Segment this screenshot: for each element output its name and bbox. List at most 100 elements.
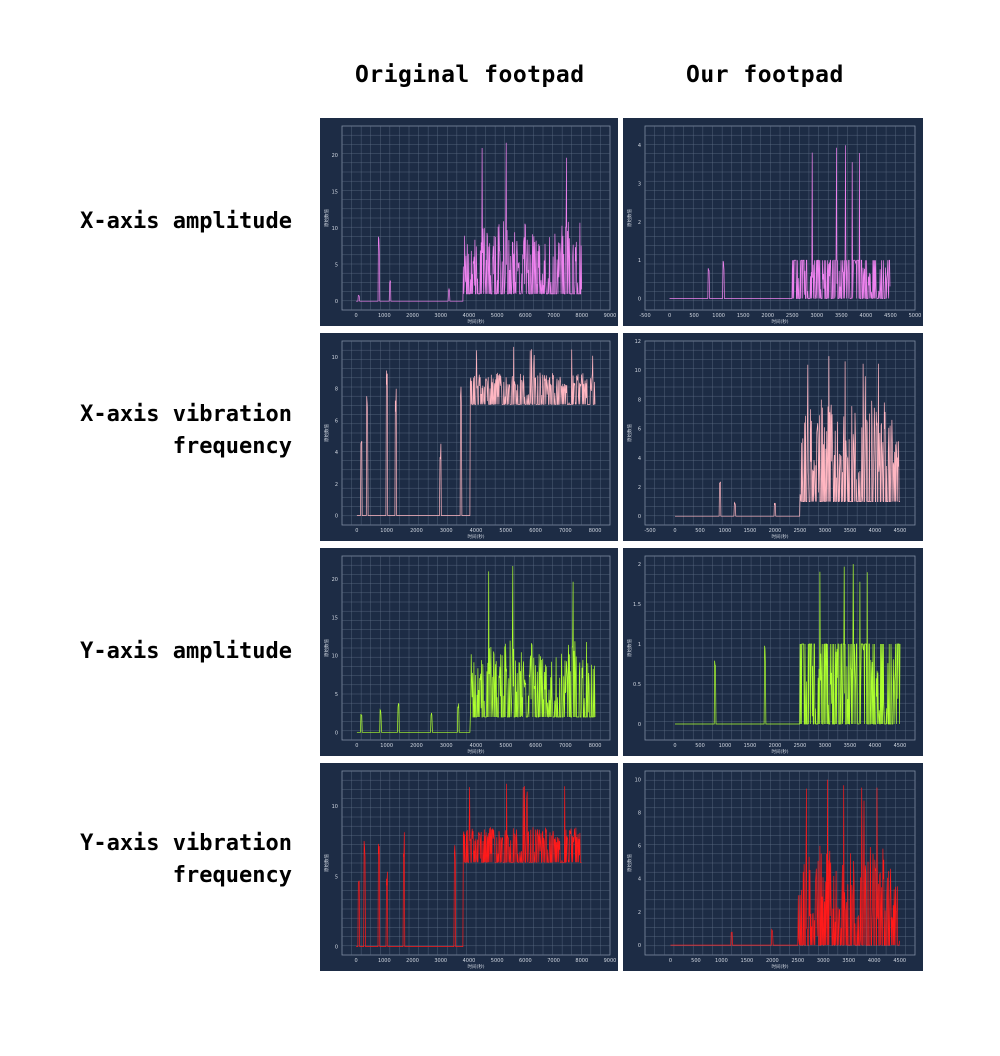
y-tick-label: 8 bbox=[638, 397, 641, 403]
x-tick-label: 4500 bbox=[894, 743, 907, 749]
y-tick-label: 15 bbox=[332, 615, 338, 621]
y-axis-label: 原始数值 bbox=[626, 424, 633, 442]
y-tick-label: 8 bbox=[638, 810, 641, 816]
x-tick-label: 6000 bbox=[529, 743, 542, 749]
y-tick-label: 5 bbox=[335, 263, 338, 269]
y-tick-label: 12 bbox=[635, 339, 641, 345]
row-label-y-frequency: Y-axis vibration frequency bbox=[2, 828, 292, 892]
x-tick-label: 4500 bbox=[894, 528, 907, 534]
x-tick-label: 6000 bbox=[519, 958, 532, 964]
chart-y-freq-original: 0 1000 2000 3000 4000 5000 6000 7000 8000 9000 0 5 1… bbox=[320, 763, 618, 971]
x-tick-label: 500 bbox=[695, 743, 705, 749]
x-tick-label: 0 bbox=[355, 528, 358, 534]
x-tick-label: 1000 bbox=[715, 958, 728, 964]
row-label-line: frequency bbox=[172, 863, 292, 888]
x-tick-label: 3500 bbox=[842, 958, 855, 964]
y-axis-label: 原始数值 bbox=[323, 854, 330, 872]
y-tick-label: 0 bbox=[335, 513, 338, 519]
row-label-x-amplitude: X-axis amplitude bbox=[2, 206, 292, 238]
x-tick-label: 2500 bbox=[791, 958, 804, 964]
x-tick-label: 2000 bbox=[406, 313, 419, 319]
x-tick-label: 7000 bbox=[547, 958, 560, 964]
x-tick-label: 4000 bbox=[470, 528, 483, 534]
x-axis-label: 时间(秒) bbox=[467, 533, 484, 540]
chart-x-freq-original: 0 1000 2000 3000 4000 5000 6000 7000 8000 0 2 4 6 8 10… bbox=[320, 333, 618, 541]
x-tick-label: 8000 bbox=[575, 958, 588, 964]
x-tick-label: 1000 bbox=[712, 313, 725, 319]
y-tick-label: 0.5 bbox=[633, 682, 641, 688]
x-tick-label: 4000 bbox=[869, 528, 882, 534]
chart-x-freq-ours: -500 0 500 1000 1500 2000 2500 3000 3500 4000 4500… bbox=[623, 333, 923, 541]
y-tick-label: 1 bbox=[638, 258, 641, 264]
y-tick-label: 1 bbox=[638, 642, 641, 648]
y-tick-label: 5 bbox=[335, 874, 338, 880]
chart-svg: -500 0 500 1000 1500 2000 2500 3000 3500 4000 4500… bbox=[626, 125, 921, 325]
x-tick-label: 1000 bbox=[380, 528, 393, 534]
x-tick-label: 0 bbox=[355, 743, 358, 749]
y-tick-label: 10 bbox=[635, 777, 641, 783]
x-tick-label: 2000 bbox=[766, 958, 779, 964]
series-line bbox=[670, 779, 900, 946]
x-tick-label: 2500 bbox=[794, 528, 807, 534]
y-tick-label: 4 bbox=[638, 877, 641, 883]
y-tick-label: 10 bbox=[332, 355, 338, 361]
x-tick-label: 4500 bbox=[884, 313, 897, 319]
x-tick-label: 3000 bbox=[434, 958, 447, 964]
y-tick-label: 0 bbox=[638, 514, 641, 520]
x-tick-label: 8000 bbox=[575, 313, 588, 319]
y-tick-label: 10 bbox=[332, 804, 338, 810]
x-axis-label: 时间(秒) bbox=[771, 318, 788, 325]
x-tick-label: 2000 bbox=[410, 743, 423, 749]
x-axis-label: 时间(秒) bbox=[467, 318, 484, 325]
x-tick-label: 1000 bbox=[378, 313, 391, 319]
x-tick-label: 4000 bbox=[868, 958, 881, 964]
x-tick-label: 0 bbox=[673, 528, 676, 534]
x-tick-label: 5000 bbox=[499, 743, 512, 749]
x-tick-label: 7000 bbox=[559, 743, 572, 749]
x-tick-label: 0 bbox=[355, 958, 358, 964]
x-tick-label: 4000 bbox=[463, 958, 476, 964]
x-tick-label: 2000 bbox=[406, 958, 419, 964]
y-tick-label: 10 bbox=[332, 226, 338, 232]
x-axis-label: 时间(秒) bbox=[771, 748, 788, 755]
x-tick-label: 4000 bbox=[860, 313, 873, 319]
series-line bbox=[669, 145, 891, 299]
x-tick-label: 1500 bbox=[744, 743, 757, 749]
chart-svg: 0 1000 2000 3000 4000 5000 6000 7000 8000 0 2 4 6 8 10… bbox=[323, 340, 611, 540]
chart-svg: 0 1000 2000 3000 4000 5000 6000 7000 8000 9000 0 5 1… bbox=[323, 770, 616, 970]
y-tick-label: 20 bbox=[332, 153, 338, 159]
x-tick-label: 8000 bbox=[589, 528, 602, 534]
x-tick-label: 0 bbox=[673, 743, 676, 749]
x-tick-label: 3500 bbox=[844, 528, 857, 534]
y-tick-label: 2 bbox=[638, 910, 641, 916]
y-tick-label: 0 bbox=[335, 730, 338, 736]
x-tick-label: 7000 bbox=[547, 313, 560, 319]
chart-x-amp-ours: -500 0 500 1000 1500 2000 2500 3000 3500 4000 4500… bbox=[623, 118, 923, 326]
x-tick-label: 7000 bbox=[559, 528, 572, 534]
y-tick-label: 1.5 bbox=[633, 602, 641, 608]
x-tick-label: 3000 bbox=[819, 528, 832, 534]
x-tick-label: 2500 bbox=[794, 743, 807, 749]
x-tick-label: 4000 bbox=[463, 313, 476, 319]
x-tick-label: 2500 bbox=[786, 313, 799, 319]
y-tick-label: 8 bbox=[335, 387, 338, 393]
column-header-ours: Our footpad bbox=[686, 62, 844, 88]
y-tick-label: 6 bbox=[335, 418, 338, 424]
x-axis-label: 时间(秒) bbox=[467, 963, 484, 970]
y-tick-label: 4 bbox=[335, 450, 338, 456]
y-tick-label: 2 bbox=[335, 482, 338, 488]
x-tick-label: 4000 bbox=[470, 743, 483, 749]
x-tick-label: 3000 bbox=[434, 313, 447, 319]
y-axis-label: 原始数值 bbox=[323, 639, 330, 657]
series-line bbox=[675, 564, 901, 725]
chart-svg: 0 500 1000 1500 2000 2500 3000 3500 4000 4500 0 0.5… bbox=[626, 555, 916, 755]
x-tick-label: 1000 bbox=[380, 743, 393, 749]
series-line bbox=[675, 356, 900, 517]
x-tick-label: 1000 bbox=[719, 528, 732, 534]
x-tick-label: 3500 bbox=[844, 743, 857, 749]
chart-svg: 0 1000 2000 3000 4000 5000 6000 7000 8000 9000 0 5 1… bbox=[323, 125, 616, 325]
x-tick-label: 500 bbox=[695, 528, 705, 534]
x-axis-label: 时间(秒) bbox=[771, 533, 788, 540]
x-tick-label: 1500 bbox=[741, 958, 754, 964]
x-tick-label: 4000 bbox=[869, 743, 882, 749]
